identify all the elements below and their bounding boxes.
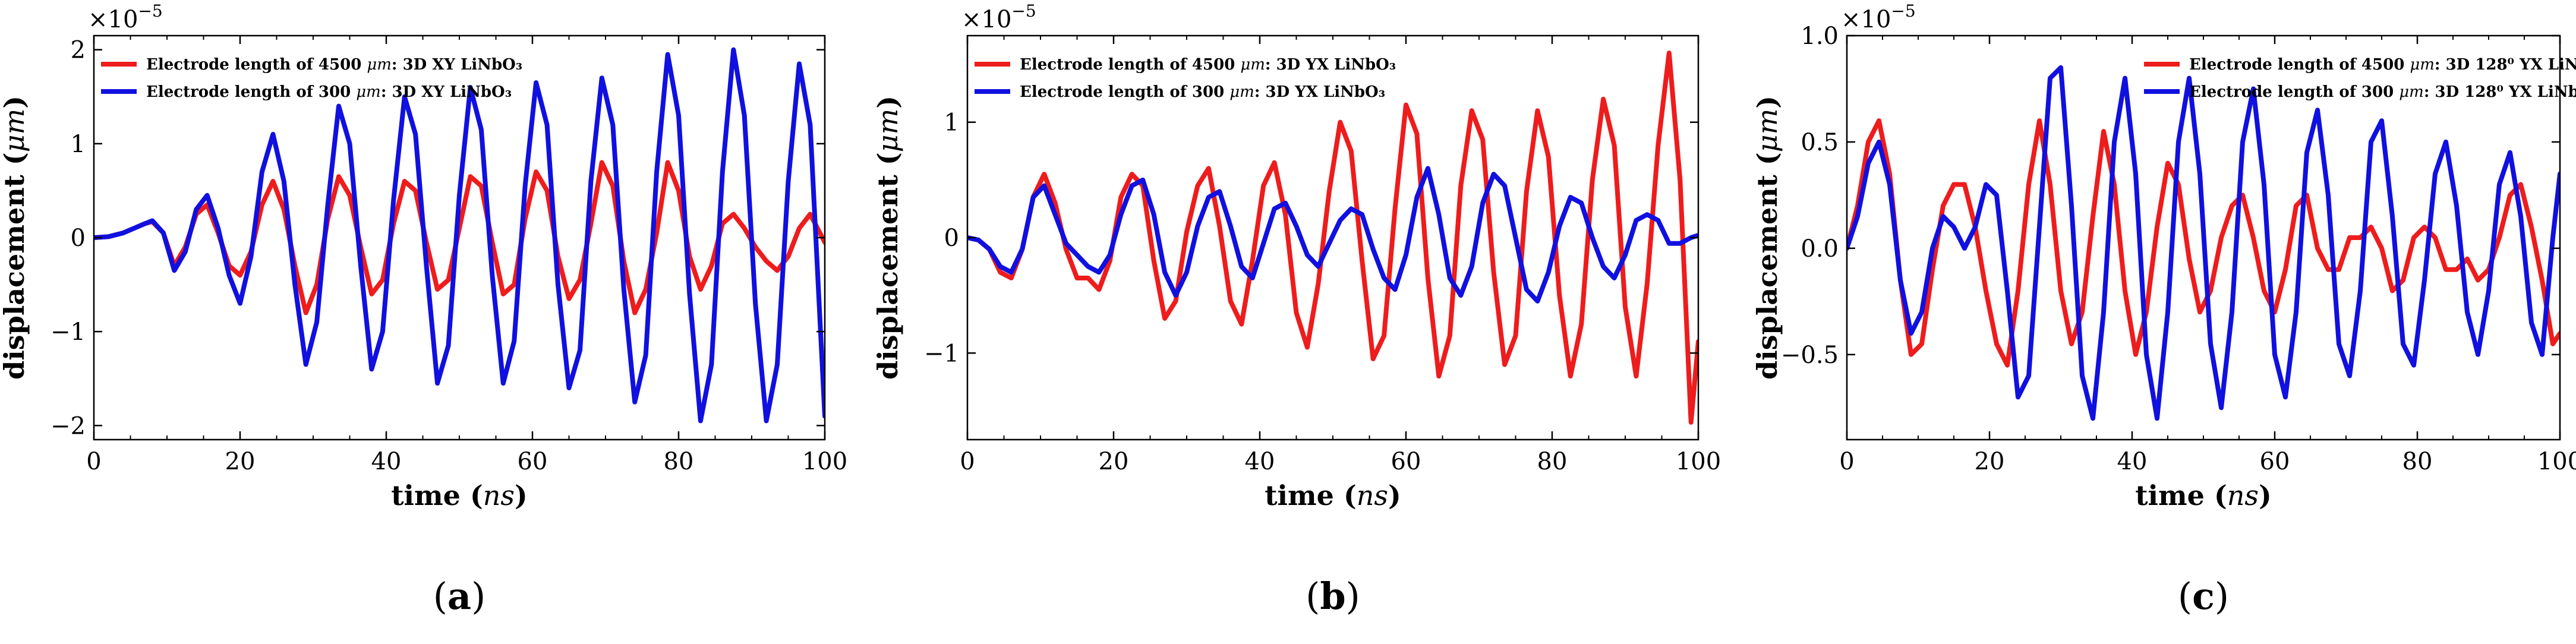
y-tick-label: −1 [924,340,959,367]
axis-multiplier: ×10−5 [88,1,163,33]
x-tick-label: 40 [371,448,402,475]
y-axis-label: displacement (μm) [1751,96,1783,380]
x-tick-label: 0 [960,448,975,475]
series-line-red [1847,118,2560,368]
x-tick-label: 100 [802,448,847,475]
x-tick-label: 100 [1676,448,1721,475]
series-line-red [967,50,1698,425]
legend: Electrode length of 4500 μm: 3D 128⁰ YX … [2144,56,2576,101]
x-tick-label: 60 [1391,448,1421,475]
axis-multiplier: ×10−5 [1841,1,1916,33]
y-tick-label: 0.0 [1801,235,1839,263]
x-axis-label: time (ns) [2135,479,2271,512]
panel-label: (c) [2178,574,2229,618]
axis-multiplier: ×10−5 [961,1,1036,33]
x-axis-label: time (ns) [391,479,527,512]
x-tick-label: 0 [1839,448,1854,475]
x-tick-label: 80 [664,448,694,475]
panel-label: (a) [433,574,486,618]
y-tick-label: −1 [51,318,86,346]
legend: Electrode length of 4500 μm: 3D XY LiNbO… [101,56,522,101]
x-tick-label: 60 [518,448,548,475]
x-tick-label: 20 [1099,448,1129,475]
y-tick-label: 2 [71,37,86,64]
x-tick-label: 40 [2117,448,2148,475]
x-tick-label: 100 [2537,448,2576,475]
x-tick-label: 40 [1245,448,1275,475]
x-tick-label: 80 [2402,448,2433,475]
y-tick-label: 0 [944,225,959,252]
x-tick-label: 0 [86,448,101,475]
chart-panel-a: 0 20 40 60 80 100 −2 −1 0 1 2×10−5 time (ns) displac… [0,1,847,618]
y-tick-label: 0.5 [1801,129,1839,156]
y-tick-label: 1.0 [1801,23,1839,50]
series-line-blue [967,166,1698,304]
y-tick-label: 1 [71,131,86,158]
legend-label: Electrode length of 300 μm: 3D 128⁰ YX L… [2189,83,2576,101]
legend-label: Electrode length of 300 μm: 3D YX LiNbO₃ [1020,83,1385,101]
legend-label: Electrode length of 4500 μm: 3D XY LiNbO… [146,56,522,74]
y-tick-label: −0.5 [1781,342,1839,369]
legend-label: Electrode length of 4500 μm: 3D YX LiNbO… [1020,56,1396,74]
y-axis-label: displacement (μm) [872,96,904,380]
series-line-blue [1847,65,2560,421]
chart-panel-b: 0 20 40 60 80 100 −1 0 1 ×10−5 time (ns) displaceme… [872,1,1721,618]
x-tick-label: 20 [1975,448,2005,475]
series-line-blue [94,47,825,424]
legend-label: Electrode length of 300 μm: 3D XY LiNbO₃ [146,83,512,101]
y-axis-label: displacement (μm) [0,96,30,380]
x-tick-label: 60 [2260,448,2290,475]
legend-label: Electrode length of 4500 μm: 3D 128⁰ YX … [2189,56,2576,74]
y-tick-label: 0 [71,225,86,252]
y-tick-label: −2 [51,412,86,440]
y-tick-label: 1 [944,109,959,137]
x-tick-label: 20 [225,448,256,475]
x-tick-label: 80 [1537,448,1568,475]
legend: Electrode length of 4500 μm: 3D YX LiNbO… [975,56,1396,101]
chart-panel-c: 0 20 40 60 80 100 −0.5 0.0 0.5 1.0×10−5 time (ns) d… [1751,1,2576,618]
x-axis-label: time (ns) [1265,479,1401,512]
panel-label: (b) [1306,574,1360,618]
